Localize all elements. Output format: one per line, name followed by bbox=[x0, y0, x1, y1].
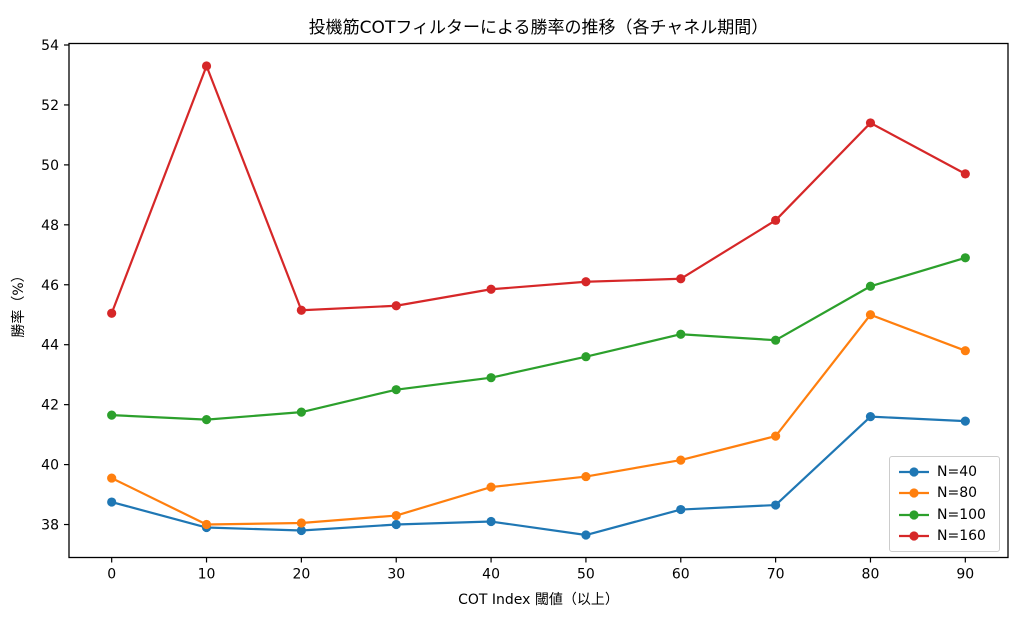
series-point-N=80-x0 bbox=[107, 473, 117, 483]
series-point-N=80-x30 bbox=[391, 510, 401, 521]
x-tick-label: 60 bbox=[672, 567, 690, 583]
series-point-N=160-x30 bbox=[391, 301, 401, 311]
series-point-N=160-x70 bbox=[771, 215, 781, 225]
legend: N=40 N=80 N=100 N=160 bbox=[889, 456, 1000, 552]
series-point-N=40-x90 bbox=[960, 416, 970, 426]
x-tick-label: 50 bbox=[577, 567, 595, 583]
series-point-N=100-x40 bbox=[486, 373, 496, 383]
y-tick-label: 40 bbox=[41, 458, 59, 474]
series-line-N=40 bbox=[110, 415, 967, 537]
legend-label-N=40: N=40 bbox=[937, 463, 978, 480]
legend-marker-N=80 bbox=[899, 488, 929, 498]
series-point-N=80-x60 bbox=[676, 455, 686, 465]
series-point-N=160-x40 bbox=[486, 284, 496, 294]
series-point-N=160-x60 bbox=[676, 274, 686, 284]
series-point-N=160-x0 bbox=[107, 308, 117, 318]
chart-title: 投機筋COTフィルターによる勝率の推移（各チャネル期間） bbox=[308, 18, 769, 38]
series-point-N=160-x90 bbox=[960, 169, 970, 179]
y-tick-label: 42 bbox=[41, 398, 59, 414]
x-tick-label: 70 bbox=[767, 567, 785, 583]
series-line-N=160 bbox=[110, 64, 967, 315]
legend-marker-N=40 bbox=[899, 467, 929, 477]
series-point-N=40-x80 bbox=[865, 412, 876, 422]
series-line-N=80 bbox=[110, 313, 967, 526]
series-point-N=80-x10 bbox=[201, 519, 212, 530]
series-point-N=100-x10 bbox=[201, 415, 212, 425]
series-point-N=100-x80 bbox=[865, 281, 876, 291]
y-tick-label: 52 bbox=[41, 98, 59, 114]
y-tick-label: 38 bbox=[41, 518, 59, 534]
series-point-N=40-x50 bbox=[581, 530, 591, 540]
series-point-N=160-x80 bbox=[865, 118, 876, 128]
series-point-N=160-x10 bbox=[201, 61, 212, 71]
y-tick-label: 44 bbox=[41, 338, 59, 354]
legend-item-N=80: N=80 bbox=[898, 483, 991, 503]
series-point-N=40-x40 bbox=[486, 516, 496, 527]
series-point-N=160-x50 bbox=[581, 277, 591, 287]
legend-label-N=80: N=80 bbox=[937, 485, 978, 502]
y-axis-label: 勝率（%） bbox=[11, 268, 27, 338]
series-point-N=40-x20 bbox=[296, 525, 306, 536]
series-point-N=100-x60 bbox=[676, 329, 686, 339]
series-point-N=100-x20 bbox=[296, 407, 306, 417]
legend-label-N=160: N=160 bbox=[937, 528, 986, 545]
legend-label-N=100: N=100 bbox=[937, 506, 986, 523]
series-point-N=100-x30 bbox=[391, 385, 401, 395]
series-point-N=160-x20 bbox=[296, 305, 306, 315]
legend-item-N=100: N=100 bbox=[898, 505, 991, 525]
series-point-N=40-x30 bbox=[391, 519, 401, 530]
series-line-N=100 bbox=[110, 256, 967, 421]
axes-frame bbox=[68, 42, 1009, 559]
x-tick-label: 10 bbox=[198, 567, 216, 583]
x-tick-label: 30 bbox=[387, 567, 405, 583]
series-point-N=100-x90 bbox=[960, 253, 970, 263]
series-point-N=40-x60 bbox=[676, 504, 686, 515]
x-axis-label: COT Index 閾値（以上） bbox=[458, 592, 619, 608]
series-point-N=80-x50 bbox=[581, 471, 591, 482]
series-point-N=80-x70 bbox=[771, 431, 781, 441]
series-point-N=80-x20 bbox=[296, 518, 306, 528]
y-tick-label: 50 bbox=[41, 158, 59, 174]
series-point-N=80-x90 bbox=[960, 346, 970, 356]
series-point-N=80-x40 bbox=[486, 482, 496, 492]
x-tick-label: 40 bbox=[482, 567, 500, 583]
legend-marker-N=160 bbox=[899, 531, 929, 541]
series-point-N=80-x80 bbox=[865, 310, 876, 320]
series-point-N=40-x70 bbox=[771, 500, 781, 510]
y-tick-label: 48 bbox=[41, 218, 59, 234]
x-tick-label: 20 bbox=[292, 567, 310, 583]
x-tick-label: 90 bbox=[956, 567, 974, 583]
y-tick-label: 54 bbox=[41, 38, 59, 54]
series-point-N=100-x70 bbox=[771, 335, 781, 345]
legend-item-N=160: N=160 bbox=[898, 526, 991, 546]
x-tick-label: 0 bbox=[107, 567, 116, 583]
series-point-N=40-x0 bbox=[107, 497, 117, 507]
series-point-N=100-x0 bbox=[107, 410, 117, 420]
y-tick-label: 46 bbox=[41, 278, 59, 294]
x-tick-label: 80 bbox=[862, 567, 880, 583]
legend-marker-N=100 bbox=[899, 510, 929, 520]
legend-item-N=40: N=40 bbox=[898, 462, 991, 482]
series-point-N=100-x50 bbox=[581, 352, 591, 362]
